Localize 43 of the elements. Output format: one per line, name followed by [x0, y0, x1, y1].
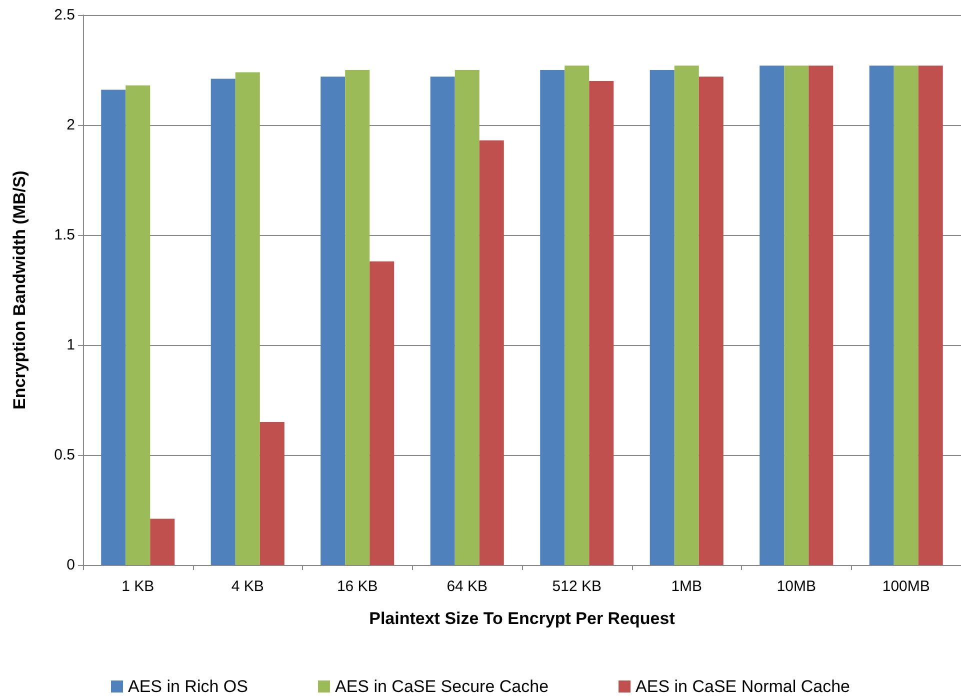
bar — [210, 78, 236, 565]
bar — [894, 66, 918, 565]
x-tick-label: 512 KB — [552, 578, 602, 595]
bar — [589, 81, 614, 565]
bar — [869, 66, 894, 565]
legend-label: AES in CaSE Normal Cache — [636, 677, 850, 696]
x-tick-label: 1 KB — [122, 578, 154, 595]
bar — [808, 66, 834, 565]
x-tick-label: 100MB — [882, 578, 930, 595]
bar — [760, 66, 784, 565]
bar — [540, 70, 565, 565]
legend-label: AES in CaSE Secure Cache — [334, 677, 549, 696]
bar — [479, 140, 504, 565]
bar — [430, 76, 455, 565]
bar — [126, 85, 150, 565]
bar — [320, 76, 346, 565]
bar — [370, 261, 394, 565]
y-axis-title: Encryption Bandwidth (MB/S) — [10, 170, 29, 410]
bar — [260, 422, 284, 565]
bar — [698, 76, 724, 565]
y-tick-label: 0.5 — [54, 446, 75, 464]
x-axis-title: Plaintext Size To Encrypt Per Request — [369, 609, 676, 628]
x-tick-label: 4 KB — [231, 578, 264, 595]
y-tick-label: 2 — [66, 116, 75, 134]
x-tick-label: 10MB — [776, 578, 816, 595]
y-tick-label: 1.5 — [54, 226, 75, 244]
bar — [674, 66, 699, 565]
bar — [784, 66, 809, 565]
y-tick-label: 0 — [66, 556, 75, 574]
bar — [564, 66, 590, 565]
bar — [150, 518, 175, 565]
bar — [101, 90, 126, 565]
bar — [454, 70, 480, 565]
legend-label: AES in Rich OS — [128, 677, 248, 696]
x-tick-label: 1MB — [671, 578, 702, 595]
y-tick-label: 2.5 — [54, 6, 75, 24]
bar — [345, 70, 370, 565]
bar — [918, 66, 943, 565]
x-tick-label: 64 KB — [446, 578, 488, 595]
y-tick-label: 1 — [66, 336, 75, 354]
bar — [235, 72, 260, 565]
x-tick-label: 16 KB — [336, 578, 378, 595]
bar — [650, 70, 674, 565]
